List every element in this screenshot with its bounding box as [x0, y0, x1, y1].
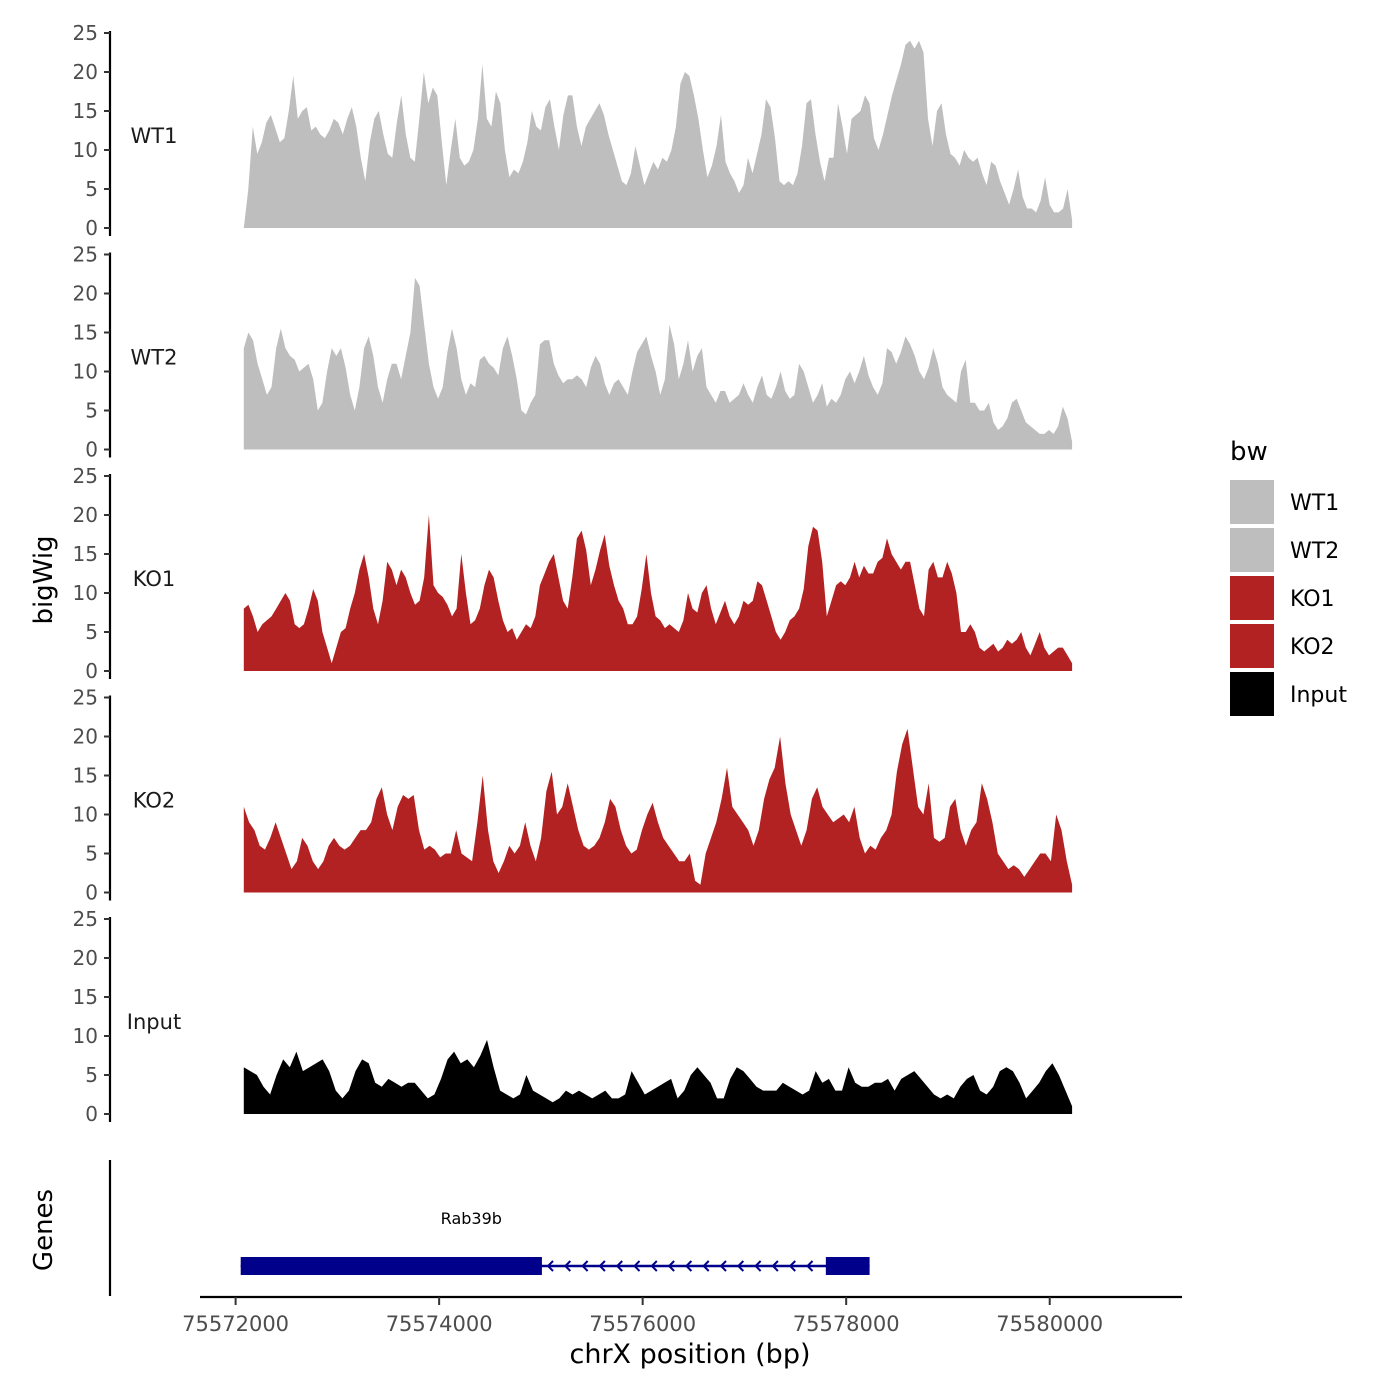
y-tick-label: 15 [73, 764, 98, 788]
y-tick-label: 0 [85, 216, 98, 240]
legend-swatch [1230, 480, 1274, 524]
track-label: KO1 [133, 567, 176, 591]
track-ko1: 0 5 10 15 20 25 KO1 [73, 464, 1073, 683]
legend-label: KO2 [1290, 635, 1335, 660]
legend-label: WT1 [1290, 491, 1339, 516]
gene-exon [825, 1257, 870, 1275]
y-tick-label: 10 [73, 360, 98, 384]
y-tick-label: 25 [73, 464, 98, 488]
y-tick-label: 25 [73, 907, 98, 931]
strand-arrow [719, 1260, 727, 1272]
strand-arrow [771, 1260, 779, 1272]
legend-swatch [1230, 624, 1274, 668]
x-tick-label: 75572000 [182, 1312, 289, 1336]
y-tick-label: 25 [73, 243, 98, 267]
strand-arrow [581, 1260, 589, 1272]
legend-label: WT2 [1290, 539, 1339, 564]
legend: bw WT1 WT2 KO1 KO2 Input [1230, 437, 1347, 716]
strand-arrow [650, 1260, 658, 1272]
y-tick-label: 10 [73, 1024, 98, 1048]
x-axis-title: chrX position (bp) [569, 1339, 810, 1370]
strand-arrow [633, 1260, 641, 1272]
strand-arrow [806, 1260, 814, 1272]
gene-exon [240, 1257, 542, 1275]
y-axis-title: bigWig [29, 535, 59, 624]
y-tick-label: 25 [73, 21, 98, 45]
area-input [243, 1039, 1073, 1114]
area-ko1 [243, 515, 1073, 671]
legend-label: Input [1290, 683, 1347, 708]
y-tick-label: 20 [73, 60, 98, 84]
y-tick-label: 20 [73, 725, 98, 749]
x-tick-label: 75576000 [589, 1312, 696, 1336]
area-wt1 [243, 40, 1073, 228]
legend-label: KO1 [1290, 587, 1335, 612]
strand-arrow [788, 1260, 796, 1272]
y-tick-label: 10 [73, 581, 98, 605]
y-tick-label: 5 [85, 842, 98, 866]
x-tick-label: 75578000 [793, 1312, 900, 1336]
y-tick-label: 15 [73, 321, 98, 345]
y-tick-label: 20 [73, 282, 98, 306]
track-wt2: 0 5 10 15 20 25 WT2 [73, 243, 1073, 462]
strand-arrow [615, 1260, 623, 1272]
y-tick-label: 5 [85, 620, 98, 644]
x-tick-label: 75574000 [386, 1312, 493, 1336]
strand-arrow [754, 1260, 762, 1272]
y-tick-label: 25 [73, 686, 98, 710]
track-label: WT2 [131, 346, 178, 370]
y-tick-label: 20 [73, 503, 98, 527]
strand-arrow [685, 1260, 693, 1272]
x-axis: 75572000 75574000 75576000 75578000 75580000 [182, 1295, 1182, 1336]
y-tick-label: 10 [73, 803, 98, 827]
y-tick-label: 15 [73, 99, 98, 123]
strand-arrow [546, 1260, 554, 1272]
strand-arrow [598, 1260, 606, 1272]
legend-swatch [1230, 528, 1274, 572]
area-ko2 [243, 728, 1073, 893]
track-label: Input [127, 1010, 181, 1034]
genes-axis-title: Genes [29, 1189, 59, 1271]
strand-arrow [563, 1260, 572, 1272]
y-tick-label: 0 [85, 659, 98, 683]
strand-arrow [667, 1260, 675, 1272]
y-tick-label: 20 [73, 946, 98, 970]
y-tick-label: 15 [73, 542, 98, 566]
gene-rab39b: Rab39b [240, 1209, 870, 1275]
y-tick-label: 5 [85, 177, 98, 201]
track-wt1: 0 5 10 15 20 25 WT1 [73, 21, 1073, 240]
x-tick-label: 75580000 [996, 1312, 1103, 1336]
area-wt2 [243, 277, 1073, 450]
y-tick-label: 5 [85, 1063, 98, 1087]
track-input: 0 5 10 15 20 25 Input [73, 907, 1073, 1126]
y-tick-label: 5 [85, 399, 98, 423]
y-tick-label: 0 [85, 438, 98, 462]
legend-title: bw [1230, 437, 1268, 467]
legend-swatch [1230, 576, 1274, 620]
strand-arrow [736, 1260, 745, 1272]
y-tick-label: 0 [85, 1102, 98, 1126]
y-tick-label: 15 [73, 985, 98, 1009]
track-label: WT1 [131, 124, 178, 148]
gene-track: Rab39b [108, 1160, 870, 1296]
gene-label: Rab39b [441, 1209, 502, 1228]
y-tick-label: 0 [85, 881, 98, 905]
legend-swatch [1230, 672, 1274, 716]
y-tick-label: 10 [73, 138, 98, 162]
signal-tracks: 0510152025WT10510152025WT20510152025KO10… [73, 21, 1073, 1126]
track-label: KO2 [133, 789, 176, 813]
strand-arrow [702, 1260, 710, 1272]
track-ko2: 0 5 10 15 20 25 KO2 [73, 686, 1073, 905]
